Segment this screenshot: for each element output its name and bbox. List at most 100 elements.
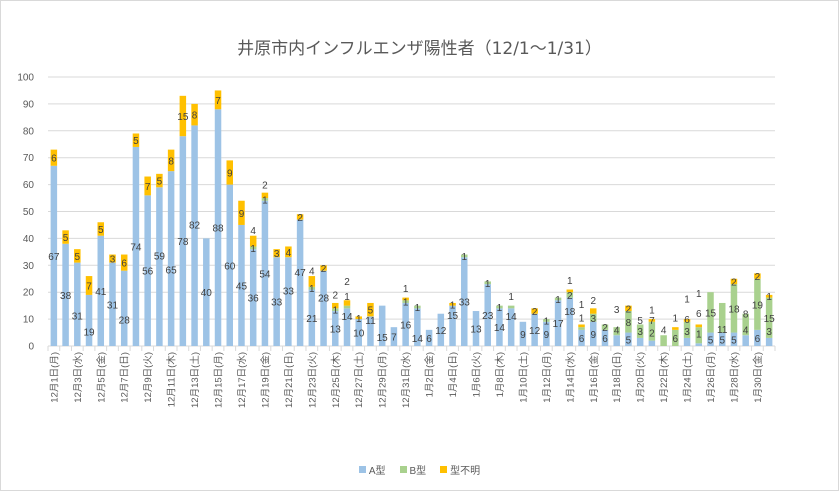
y-tick-label: 30 [23, 261, 35, 272]
bar-unknown [449, 302, 456, 306]
data-label: 6 [51, 154, 57, 165]
data-label: 8 [192, 111, 198, 122]
bar-unknown [566, 289, 574, 293]
x-tick-label: 12月27日(土) [353, 352, 365, 408]
bar-b [249, 246, 257, 250]
bar-a [472, 311, 480, 346]
data-label: 2 [602, 323, 608, 334]
x-tick-label: 1月10日(土) [517, 352, 529, 403]
x-tick-label: 12月17日(水) [236, 352, 248, 408]
data-label: 5 [626, 335, 632, 346]
bar-unknown [531, 308, 538, 314]
data-label: 3 [637, 327, 643, 338]
bar-unknown [695, 324, 703, 328]
x-tick-label: 1月2日(金) [424, 352, 436, 397]
data-label: 6 [755, 334, 761, 345]
data-label: 10 [353, 329, 365, 340]
bar-b [543, 319, 550, 322]
data-label: 3 [590, 314, 596, 325]
data-label: 59 [154, 252, 166, 263]
bar-a [179, 136, 187, 346]
data-label: 2 [344, 277, 350, 288]
bar-unknown [179, 95, 187, 137]
bar-unknown [120, 254, 128, 271]
bar-unknown [296, 214, 304, 220]
legend: A型 B型 型不明 [0, 462, 839, 477]
data-label: 2 [297, 213, 303, 224]
x-tick-label: 12月9日(火) [143, 352, 154, 403]
data-label: 8 [168, 156, 174, 167]
bar-unknown [578, 324, 585, 328]
bar-unknown [214, 90, 222, 110]
data-label: 3 [684, 327, 690, 338]
bar-b [742, 313, 749, 336]
y-tick-label: 70 [23, 153, 35, 164]
data-label: 1 [497, 303, 503, 314]
bar-unknown [648, 319, 656, 322]
bar-unknown [367, 302, 374, 317]
bar-unknown [308, 276, 316, 287]
y-tick-label: 40 [23, 234, 35, 245]
bar-unknown [74, 249, 81, 263]
data-label: 1 [262, 195, 268, 206]
data-label: 12 [435, 326, 447, 337]
x-tick-label: 1月28日(水) [728, 352, 740, 403]
data-label: 78 [177, 237, 189, 248]
data-label: 1 [673, 314, 679, 325]
bar-unknown [238, 200, 245, 225]
bar-unknown [730, 278, 738, 285]
data-label: 19 [752, 300, 764, 311]
data-label: 33 [459, 298, 471, 309]
x-tick-label: 12月5日(金) [95, 352, 107, 403]
bar-a [636, 337, 644, 346]
data-label: 56 [142, 267, 154, 278]
bar-a [613, 335, 620, 346]
data-label: 4 [309, 266, 315, 277]
data-label: 8 [626, 318, 632, 329]
bar-a [285, 257, 292, 346]
data-label: 1 [544, 316, 550, 327]
bar-a [308, 289, 316, 346]
data-label: 5 [637, 316, 643, 327]
data-label: 28 [318, 293, 330, 304]
data-label: 19 [83, 327, 95, 338]
bar-b [332, 308, 339, 312]
data-label: 5 [98, 225, 104, 236]
data-label: 6 [684, 315, 690, 326]
data-label: 2 [626, 304, 632, 315]
bar-a [519, 321, 527, 346]
y-tick-label: 0 [28, 342, 34, 353]
x-tick-label: 12月3日(水) [72, 352, 84, 403]
data-label: 15 [705, 308, 717, 319]
bar-a [97, 235, 105, 346]
bar-b [695, 327, 703, 344]
data-label: 23 [482, 311, 494, 322]
bar-a [543, 321, 550, 346]
x-tick-label: 1月14日(水) [564, 352, 576, 403]
bar-a [120, 270, 128, 346]
data-label: 6 [602, 334, 608, 345]
bar-a [332, 311, 339, 346]
bar-b [402, 300, 409, 303]
data-label: 9 [590, 330, 596, 341]
data-label: 40 [201, 288, 213, 299]
x-tick-label: 1月22日(木) [658, 352, 670, 403]
data-label: 11 [717, 325, 728, 336]
legend-swatch [399, 466, 407, 473]
bar-unknown [320, 265, 327, 271]
data-label: 2 [333, 291, 339, 302]
bar-a [296, 219, 304, 346]
bar-unknown [109, 254, 116, 263]
data-label: 1 [567, 276, 573, 287]
data-label: 9 [227, 168, 233, 179]
bar-a [402, 302, 409, 346]
data-label: 5 [75, 252, 81, 263]
bar-a [62, 243, 69, 346]
data-label: 3 [274, 249, 280, 260]
bar-unknown [261, 192, 269, 199]
bar-b [308, 286, 316, 290]
bar-unknown [355, 316, 362, 320]
bar-unknown [97, 222, 105, 236]
bar-unknown [402, 297, 409, 301]
